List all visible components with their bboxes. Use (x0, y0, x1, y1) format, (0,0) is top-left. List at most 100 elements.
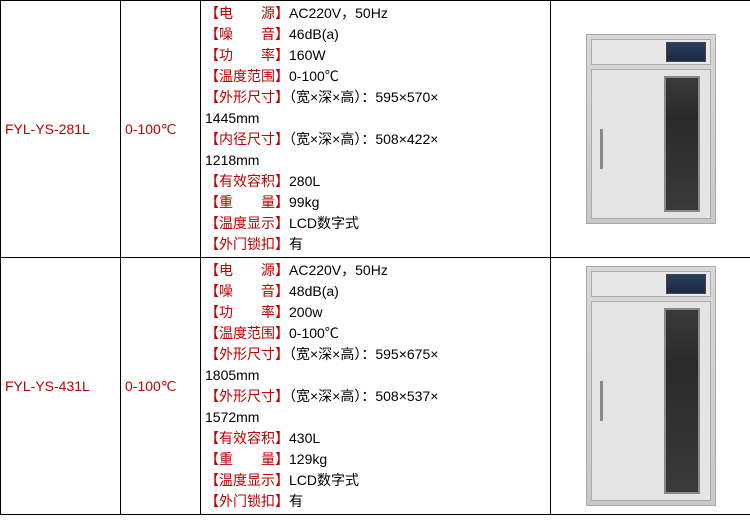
spec-line: 【外形尺寸】（宽×深×高）：595×570× (205, 87, 546, 108)
spec-line: 【外形尺寸】（宽×深×高）：595×675× (205, 344, 546, 365)
bracket-open: 【 (205, 493, 219, 509)
spec-value: AC220V，50Hz (289, 5, 388, 21)
spec-value: 46dB(a) (289, 26, 339, 42)
bracket-open: 【 (205, 451, 219, 467)
spec-value: （宽×深×高）：595×675× (289, 346, 438, 362)
spec-line: 【温度范围】0-100℃ (205, 323, 546, 344)
bracket-close: 】 (275, 194, 289, 210)
spec-label: 外门锁扣 (219, 493, 275, 509)
product-illustration (586, 266, 716, 506)
fridge-door (591, 69, 711, 219)
model-cell: FYL-YS-431L (1, 258, 121, 515)
spec-line: 【噪 音】46dB(a) (205, 24, 546, 45)
bracket-close: 】 (275, 388, 289, 404)
spec-value: 1218mm (205, 152, 259, 168)
bracket-close: 】 (275, 26, 289, 42)
bracket-close: 】 (275, 346, 289, 362)
spec-label: 外门锁扣 (219, 236, 275, 252)
spec-label: 功 率 (219, 47, 275, 63)
bracket-close: 】 (275, 262, 289, 278)
spec-label: 功 率 (219, 304, 275, 320)
bracket-close: 】 (275, 131, 289, 147)
spec-label: 有效容积 (219, 430, 275, 446)
bracket-open: 【 (205, 26, 219, 42)
fridge-control-panel (666, 274, 706, 294)
spec-label: 内径尺寸 (219, 131, 275, 147)
fridge-control-panel (666, 42, 706, 62)
spec-label: 重 量 (219, 194, 275, 210)
spec-label: 电 源 (219, 5, 275, 21)
bracket-open: 【 (205, 173, 219, 189)
bracket-close: 】 (275, 304, 289, 320)
spec-line: 【功 率】160W (205, 45, 546, 66)
spec-value: 200w (289, 304, 322, 320)
fridge-top (591, 39, 711, 65)
spec-line: 【外门锁扣】有 (205, 491, 546, 512)
spec-label: 噪 音 (219, 283, 275, 299)
bracket-close: 】 (275, 215, 289, 231)
fridge-top (591, 271, 711, 297)
spec-label: 温度范围 (219, 325, 275, 341)
spec-value: LCD数字式 (289, 472, 359, 488)
spec-value: 0-100℃ (289, 68, 339, 84)
spec-line-cont: 1572mm (205, 407, 546, 428)
spec-value: 430L (289, 430, 320, 446)
spec-label: 外形尺寸 (219, 346, 275, 362)
bracket-open: 【 (205, 388, 219, 404)
bracket-close: 】 (275, 472, 289, 488)
spec-value: 160W (289, 47, 326, 63)
specs-cell: 【电 源】AC220V，50Hz【噪 音】46dB(a)【功 率】160W【温度… (201, 1, 551, 258)
spec-line: 【有效容积】280L (205, 171, 546, 192)
bracket-open: 【 (205, 89, 219, 105)
spec-line: 【噪 音】48dB(a) (205, 281, 546, 302)
product-spec-table: FYL-YS-281L0-100℃【电 源】AC220V，50Hz【噪 音】46… (0, 0, 750, 515)
bracket-close: 】 (275, 493, 289, 509)
bracket-open: 【 (205, 131, 219, 147)
fridge-door (591, 301, 711, 501)
spec-label: 噪 音 (219, 26, 275, 42)
bracket-close: 】 (275, 89, 289, 105)
bracket-close: 】 (275, 68, 289, 84)
bracket-open: 【 (205, 47, 219, 63)
product-image-cell (551, 1, 750, 258)
temp-range-cell: 0-100℃ (121, 258, 201, 515)
spec-value: AC220V，50Hz (289, 262, 388, 278)
bracket-open: 【 (205, 346, 219, 362)
spec-label: 重 量 (219, 451, 275, 467)
bracket-open: 【 (205, 215, 219, 231)
spec-line: 【温度显示】LCD数字式 (205, 213, 546, 234)
spec-line: 【电 源】AC220V，50Hz (205, 3, 546, 24)
bracket-close: 】 (275, 451, 289, 467)
bracket-close: 】 (275, 47, 289, 63)
fridge-handle (600, 129, 603, 169)
temp-range-cell: 0-100℃ (121, 1, 201, 258)
spec-value: （宽×深×高）：595×570× (289, 89, 438, 105)
spec-label: 温度显示 (219, 215, 275, 231)
spec-line-cont: 1218mm (205, 150, 546, 171)
spec-line: 【温度显示】LCD数字式 (205, 470, 546, 491)
spec-line: 【外形尺寸】（宽×深×高）：508×537× (205, 386, 546, 407)
spec-line-cont: 1445mm (205, 108, 546, 129)
spec-label: 温度显示 (219, 472, 275, 488)
spec-line-cont: 1805mm (205, 365, 546, 386)
spec-value: （宽×深×高）：508×537× (289, 388, 438, 404)
bracket-open: 【 (205, 194, 219, 210)
spec-line: 【外门锁扣】有 (205, 234, 546, 255)
spec-value: 有 (289, 493, 303, 509)
bracket-open: 【 (205, 325, 219, 341)
spec-value: LCD数字式 (289, 215, 359, 231)
bracket-open: 【 (205, 5, 219, 21)
spec-value: 1445mm (205, 110, 259, 126)
bracket-close: 】 (275, 236, 289, 252)
spec-value: （宽×深×高）：508×422× (289, 131, 438, 147)
bracket-close: 】 (275, 325, 289, 341)
bracket-open: 【 (205, 430, 219, 446)
bracket-close: 】 (275, 430, 289, 446)
spec-label: 外形尺寸 (219, 89, 275, 105)
bracket-open: 【 (205, 283, 219, 299)
spec-label: 温度范围 (219, 68, 275, 84)
spec-line: 【电 源】AC220V，50Hz (205, 260, 546, 281)
spec-value: 129kg (289, 451, 327, 467)
spec-value: 0-100℃ (289, 325, 339, 341)
bracket-close: 】 (275, 283, 289, 299)
